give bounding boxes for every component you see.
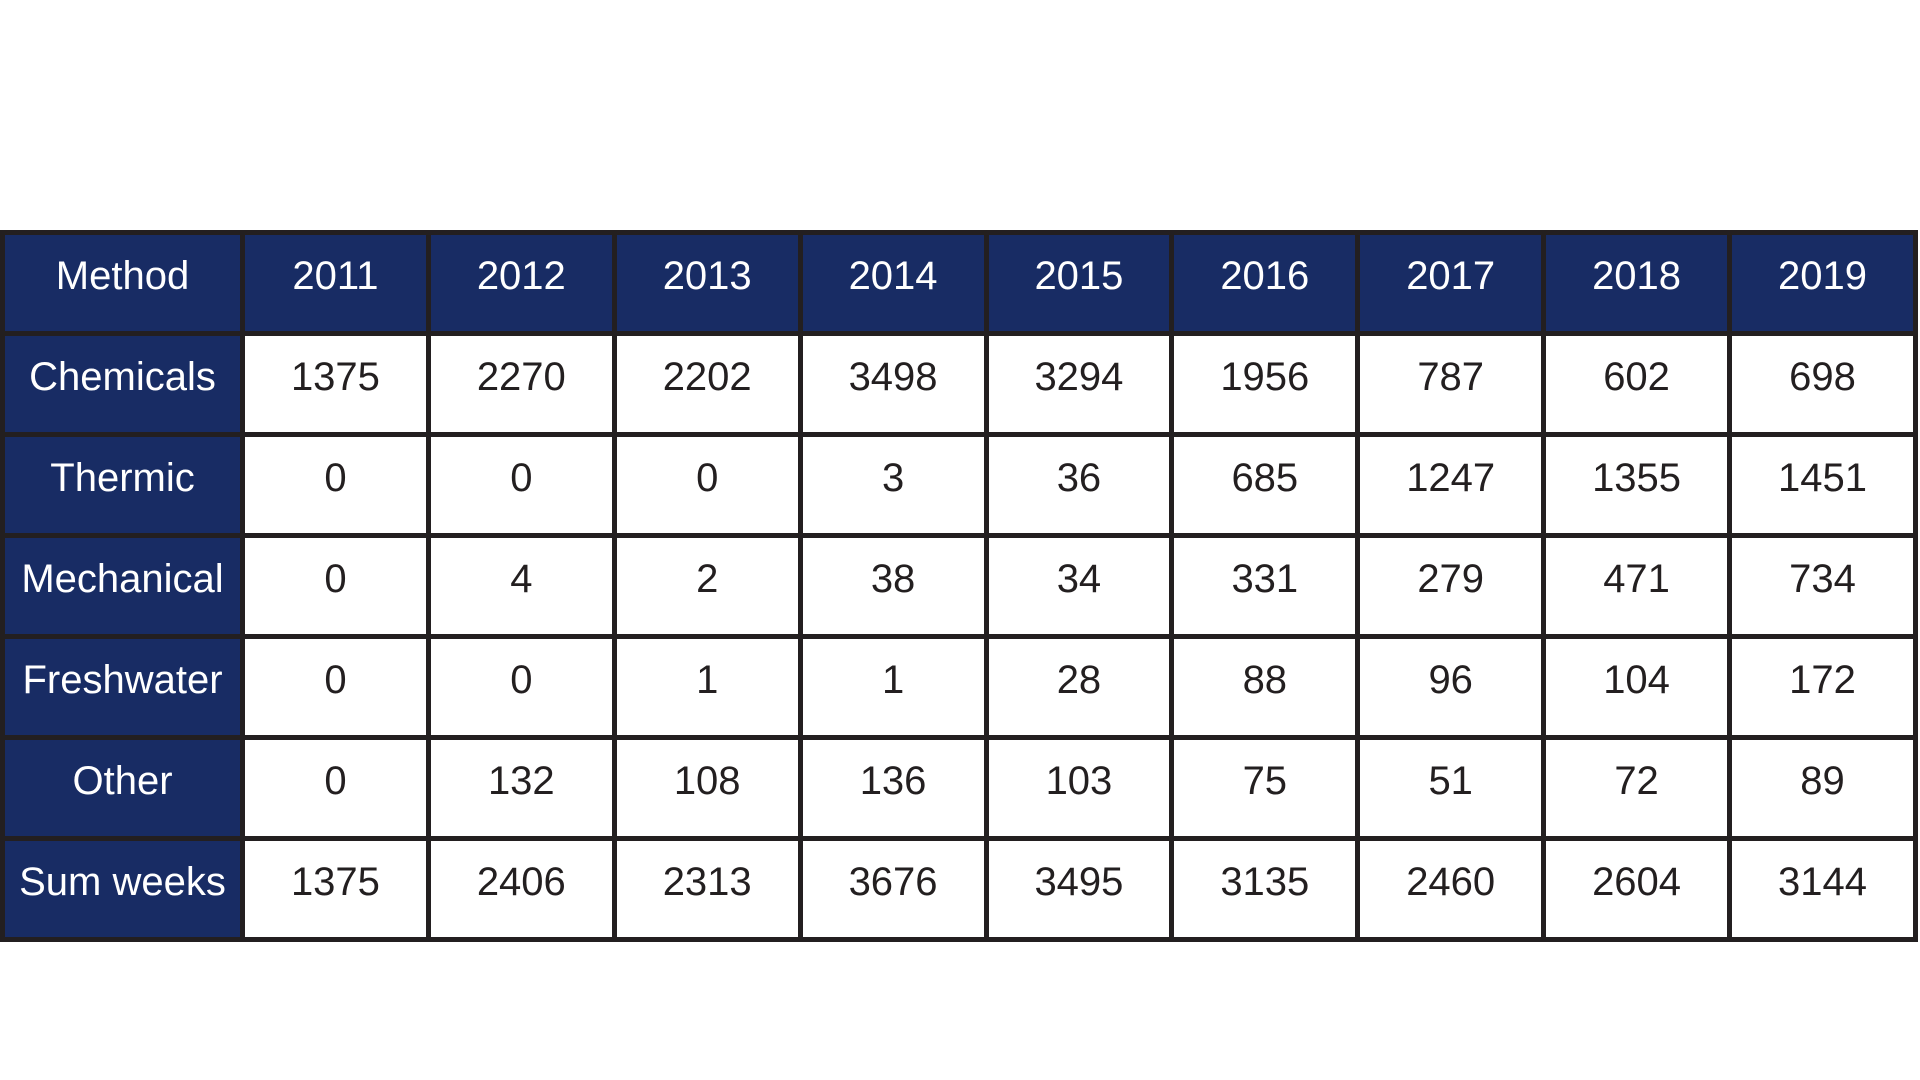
cell-other-2013: 108 [611,735,803,841]
cell-thermic-2012: 0 [425,432,617,538]
column-header-2015: 2015 [983,230,1175,336]
cell-chemicals-2012: 2270 [425,331,617,437]
table-row-thermic: Thermic 0 0 0 3 36 685 1247 1355 1451 [0,432,1918,538]
row-label-mechanical: Mechanical [0,533,245,639]
cell-other-2014: 136 [797,735,989,841]
cell-mechanical-2011: 0 [240,533,431,639]
cell-mechanical-2019: 734 [1727,533,1918,639]
cell-sum-weeks-2015: 3495 [983,836,1175,942]
row-label-thermic: Thermic [0,432,245,538]
cell-chemicals-2017: 787 [1355,331,1547,437]
cell-mechanical-2013: 2 [611,533,803,639]
table-row-freshwater: Freshwater 0 0 1 1 28 88 96 104 172 [0,634,1918,740]
cell-thermic-2014: 3 [797,432,989,538]
cell-freshwater-2017: 96 [1355,634,1547,740]
column-header-2016: 2016 [1169,230,1361,336]
cell-mechanical-2015: 34 [983,533,1175,639]
cell-freshwater-2013: 1 [611,634,803,740]
cell-freshwater-2016: 88 [1169,634,1361,740]
methods-by-year-table: Method 2011 2012 2013 2014 2015 2016 2017 2018 20… [0,230,1918,942]
cell-thermic-2011: 0 [240,432,431,538]
cell-other-2018: 72 [1541,735,1732,841]
header-row: Method 2011 2012 2013 2014 2015 2016 2017 2018 20… [0,230,1918,336]
column-header-method: Method [0,230,245,336]
cell-chemicals-2014: 3498 [797,331,989,437]
column-header-2013: 2013 [611,230,803,336]
cell-sum-weeks-2017: 2460 [1355,836,1547,942]
methods-by-year-table-container: Method 2011 2012 2013 2014 2015 2016 2017 2018 20… [0,230,1918,942]
cell-sum-weeks-2018: 2604 [1541,836,1732,942]
table-row-mechanical: Mechanical 0 4 2 38 34 331 279 471 734 [0,533,1918,639]
cell-sum-weeks-2014: 3676 [797,836,989,942]
row-label-sum-weeks: Sum weeks [0,836,245,942]
cell-freshwater-2014: 1 [797,634,989,740]
cell-other-2016: 75 [1169,735,1361,841]
column-header-2012: 2012 [425,230,617,336]
column-header-2014: 2014 [797,230,989,336]
column-header-2011: 2011 [240,230,431,336]
row-label-freshwater: Freshwater [0,634,245,740]
cell-chemicals-2013: 2202 [611,331,803,437]
cell-mechanical-2018: 471 [1541,533,1732,639]
cell-freshwater-2011: 0 [240,634,431,740]
cell-chemicals-2018: 602 [1541,331,1732,437]
cell-thermic-2017: 1247 [1355,432,1547,538]
cell-mechanical-2017: 279 [1355,533,1547,639]
table-row-other: Other 0 132 108 136 103 75 51 72 89 [0,735,1918,841]
cell-other-2012: 132 [425,735,617,841]
cell-thermic-2016: 685 [1169,432,1361,538]
cell-thermic-2018: 1355 [1541,432,1732,538]
table-row-sum-weeks: Sum weeks 1375 2406 2313 3676 3495 3135 2460 260… [0,836,1918,942]
cell-mechanical-2016: 331 [1169,533,1361,639]
cell-chemicals-2015: 3294 [983,331,1175,437]
row-label-other: Other [0,735,245,841]
cell-sum-weeks-2012: 2406 [425,836,617,942]
cell-sum-weeks-2019: 3144 [1727,836,1918,942]
table-row-chemicals: Chemicals 1375 2270 2202 3498 3294 1956 787 602 6… [0,331,1918,437]
cell-freshwater-2019: 172 [1727,634,1918,740]
cell-thermic-2019: 1451 [1727,432,1918,538]
cell-chemicals-2011: 1375 [240,331,431,437]
cell-other-2011: 0 [240,735,431,841]
row-label-chemicals: Chemicals [0,331,245,437]
cell-chemicals-2019: 698 [1727,331,1918,437]
cell-thermic-2015: 36 [983,432,1175,538]
cell-sum-weeks-2011: 1375 [240,836,431,942]
cell-chemicals-2016: 1956 [1169,331,1361,437]
cell-mechanical-2012: 4 [425,533,617,639]
cell-other-2017: 51 [1355,735,1547,841]
cell-other-2019: 89 [1727,735,1918,841]
cell-other-2015: 103 [983,735,1175,841]
cell-mechanical-2014: 38 [797,533,989,639]
cell-freshwater-2018: 104 [1541,634,1732,740]
cell-thermic-2013: 0 [611,432,803,538]
cell-freshwater-2015: 28 [983,634,1175,740]
column-header-2018: 2018 [1541,230,1732,336]
table-body: Chemicals 1375 2270 2202 3498 3294 1956 787 602 6… [0,331,1918,942]
cell-sum-weeks-2016: 3135 [1169,836,1361,942]
cell-freshwater-2012: 0 [425,634,617,740]
column-header-2017: 2017 [1355,230,1547,336]
column-header-2019: 2019 [1727,230,1918,336]
cell-sum-weeks-2013: 2313 [611,836,803,942]
